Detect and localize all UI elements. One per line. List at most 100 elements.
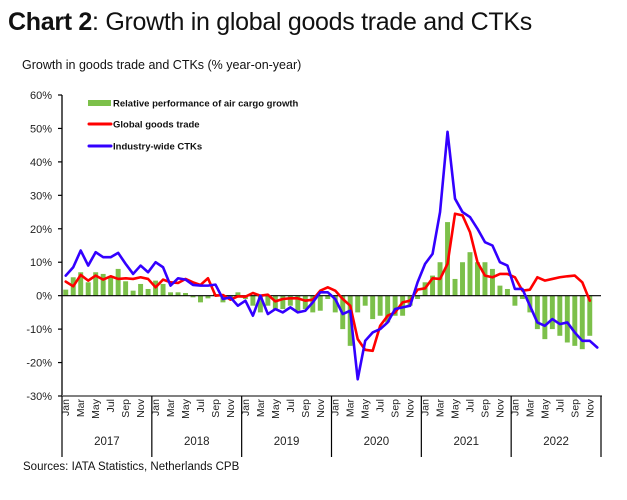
bar [160, 283, 166, 296]
month-label: May [270, 398, 282, 419]
legend-label: Relative performance of air cargo growth [113, 99, 298, 110]
month-label: May [180, 398, 192, 419]
y-tick-label: 0% [36, 291, 52, 303]
bar [265, 295, 271, 306]
chart-subtitle: Growth in goods trade and CTKs (% year-o… [22, 58, 302, 72]
source-note: Sources: IATA Statistics, Netherlands CP… [23, 461, 240, 473]
bar [587, 295, 593, 336]
bar [183, 292, 188, 296]
bar [115, 268, 121, 296]
y-tick-label: 40% [30, 157, 52, 169]
month-label: Sep [300, 399, 312, 418]
bar [317, 295, 323, 311]
bar [467, 252, 473, 296]
bar [205, 295, 211, 299]
bar [579, 295, 585, 350]
bar [362, 295, 368, 306]
year-label: 2022 [543, 436, 569, 448]
bar [557, 295, 563, 336]
bar [489, 268, 495, 296]
month-label: Jan [509, 399, 521, 416]
month-label: Jul [465, 399, 477, 412]
bar [549, 295, 555, 330]
legend-item-goods-trade: Global goods trade [87, 120, 200, 131]
bar [482, 262, 488, 296]
month-label: Nov [494, 398, 506, 417]
month-label: Nov [405, 398, 417, 417]
month-label: Jan [330, 399, 342, 416]
bar [100, 273, 106, 296]
bar [168, 292, 174, 296]
month-label: Sep [120, 399, 132, 418]
ctks-line [64, 130, 599, 381]
goods-trade-line [64, 212, 592, 353]
bar [519, 295, 525, 300]
bar [295, 295, 301, 311]
month-label: Jan [420, 399, 432, 416]
month-label: Mar [435, 399, 447, 418]
bar [452, 278, 458, 296]
bar [287, 295, 293, 306]
y-tick-label: 50% [30, 123, 52, 135]
bar [370, 295, 376, 320]
month-label: Mar [255, 399, 267, 418]
month-label: May [450, 398, 462, 419]
month-label: Jan [60, 399, 72, 416]
month-label: Nov [135, 398, 147, 417]
month-label: Sep [480, 399, 492, 418]
y-tick-label: 10% [30, 257, 52, 269]
bar [542, 295, 548, 340]
year-label: 2017 [94, 436, 120, 448]
month-label: Nov [584, 398, 596, 417]
year-label: 2021 [453, 436, 479, 448]
legend-label: Industry-wide CTKs [113, 142, 202, 153]
y-tick-label: 20% [30, 224, 52, 236]
month-label: Jul [554, 399, 566, 412]
lines-layer [64, 130, 599, 381]
bar [235, 292, 241, 296]
year-label: 2018 [184, 436, 210, 448]
y-tick-label: -20% [26, 358, 52, 370]
month-label: May [360, 398, 372, 419]
legend-label: Global goods trade [113, 120, 200, 131]
month-label: Jul [105, 399, 117, 412]
chart-title: Chart 2: Growth in global goods trade an… [8, 8, 532, 37]
bar [250, 295, 256, 306]
bar [78, 272, 84, 296]
bar [302, 295, 308, 310]
chart-title-rest: : Growth in global goods trade and CTKs [92, 8, 532, 36]
month-label: May [90, 398, 102, 419]
bar [85, 282, 91, 296]
bar [534, 295, 540, 330]
bar [257, 295, 263, 313]
bar [190, 295, 196, 298]
month-label: Jan [240, 399, 252, 416]
legend: Relative performance of air cargo growth… [87, 99, 298, 153]
month-label: Sep [210, 399, 222, 418]
bar [93, 272, 99, 296]
month-label: Sep [569, 399, 581, 418]
bar [564, 295, 570, 343]
y-tick-label: -30% [26, 391, 52, 403]
month-label: Sep [390, 399, 402, 418]
bar [572, 295, 578, 346]
bar [175, 292, 181, 296]
bar [108, 277, 114, 296]
month-label: May [539, 398, 551, 419]
bar [392, 295, 398, 316]
y-tick-label: -10% [26, 324, 52, 336]
month-label: Nov [225, 398, 237, 417]
bar [385, 295, 391, 323]
bar [512, 295, 518, 306]
bar [400, 295, 406, 316]
bar [504, 288, 510, 296]
bar [497, 285, 503, 296]
bar [130, 290, 136, 296]
bar [415, 295, 421, 300]
bar [280, 295, 286, 310]
bar [63, 289, 69, 296]
bar [355, 295, 361, 313]
bar [460, 262, 465, 296]
